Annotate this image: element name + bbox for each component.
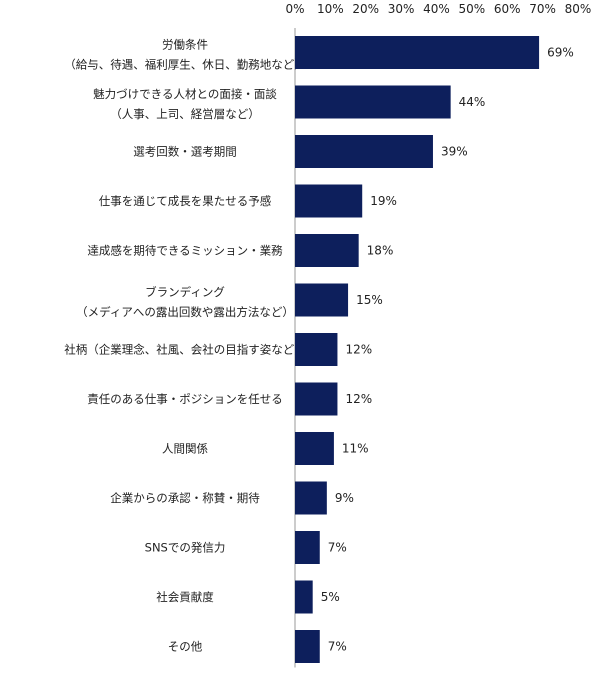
category-label: （メディアへの露出回数や露出方法など）	[76, 305, 294, 319]
category-label: 選考回数・選考期間	[133, 145, 237, 159]
x-axis-ticks: 0% 10% 20% 30% 40% 50% 60% 70% 80%	[285, 2, 591, 16]
bar	[295, 580, 313, 614]
bar	[295, 531, 320, 564]
bar	[295, 382, 338, 416]
value-label: 19%	[370, 194, 397, 208]
bar	[295, 234, 359, 267]
value-labels: 69% 44% 39% 19% 18% 15% 12% 12% 11% 9% 7% 5% 7%	[321, 46, 574, 654]
value-label: 12%	[345, 343, 372, 357]
bars	[295, 36, 540, 663]
value-label: 15%	[356, 293, 383, 307]
x-tick-label: 50%	[459, 2, 486, 16]
category-labels: 労働条件 （給与、待遇、福利厚生、休日、勤務地など） 魅力づけできる人材との面接・面…	[64, 38, 306, 654]
x-tick-label: 10%	[317, 2, 344, 16]
bar	[295, 283, 349, 317]
value-label: 7%	[328, 640, 347, 654]
value-label: 5%	[321, 590, 340, 604]
x-tick-label: 80%	[565, 2, 592, 16]
bar	[295, 184, 363, 218]
x-tick-label: 70%	[529, 2, 556, 16]
x-tick-label: 60%	[494, 2, 521, 16]
bar	[295, 630, 320, 663]
x-tick-label: 40%	[423, 2, 450, 16]
value-label: 12%	[345, 392, 372, 406]
value-label: 44%	[459, 95, 486, 109]
category-label: 達成感を期待できるミッション・業務	[87, 244, 283, 258]
value-label: 39%	[441, 145, 468, 159]
category-label: 人間関係	[162, 442, 208, 456]
category-label: 仕事を通じて成長を果たせる予感	[99, 194, 272, 208]
x-tick-label: 20%	[352, 2, 379, 16]
value-label: 11%	[342, 442, 369, 456]
category-label: （給与、待遇、福利厚生、休日、勤務地など）	[64, 58, 306, 72]
bar	[295, 481, 327, 515]
x-tick-label: 30%	[388, 2, 415, 16]
bar	[295, 85, 451, 119]
value-label: 7%	[328, 541, 347, 555]
category-label: 社柄（企業理念、社風、会社の目指す姿など）	[64, 343, 306, 357]
value-label: 18%	[367, 244, 394, 258]
category-label: 労働条件	[162, 38, 208, 52]
category-label: SNSでの発信力	[145, 541, 226, 555]
bar	[295, 333, 338, 366]
category-label: （人事、上司、経営層など）	[110, 107, 260, 121]
value-label: 69%	[547, 46, 574, 60]
bar	[295, 432, 334, 465]
category-label: その他	[168, 640, 203, 654]
x-tick-label: 0%	[285, 2, 304, 16]
bar	[295, 36, 540, 69]
category-label: 企業からの承認・称賛・期待	[110, 491, 260, 505]
value-label: 9%	[335, 491, 354, 505]
category-label: ブランディング	[145, 285, 225, 299]
category-label: 責任のある仕事・ポジションを任せる	[87, 392, 283, 406]
category-label: 魅力づけできる人材との面接・面談	[93, 87, 277, 101]
category-label: 社会貢献度	[156, 590, 214, 604]
bar	[295, 135, 433, 168]
